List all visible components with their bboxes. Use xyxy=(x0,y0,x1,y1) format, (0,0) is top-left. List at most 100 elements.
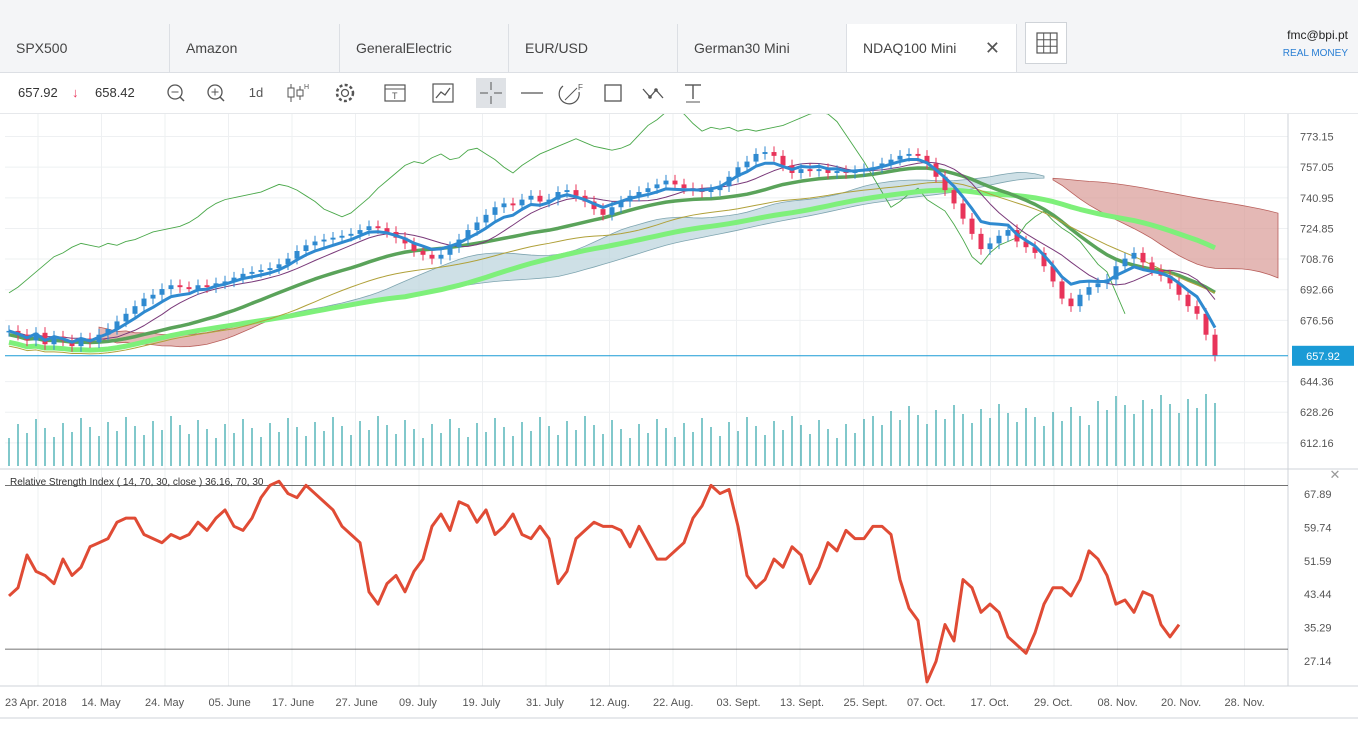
candle xyxy=(1023,241,1029,248)
grid-layout-button[interactable] xyxy=(1025,22,1067,64)
price-tick-label: 612.16 xyxy=(1300,438,1334,450)
candle xyxy=(1059,281,1065,299)
tab-label: GeneralElectric xyxy=(356,40,452,56)
last-price-label-bg xyxy=(1292,345,1354,366)
candle xyxy=(897,155,903,160)
chikou-line xyxy=(8,109,1126,314)
timeframe-button[interactable]: 1d xyxy=(248,85,264,100)
tab-label: SPX500 xyxy=(16,40,68,56)
chart-area[interactable]: 773.15 757.05 740.95 724.85 708.76 692.66 676.… xyxy=(0,109,1358,729)
candle xyxy=(42,332,48,345)
tab-amazon[interactable]: Amazon xyxy=(170,24,340,72)
fibonacci-button[interactable]: F xyxy=(557,78,587,108)
candle xyxy=(294,250,300,259)
candle xyxy=(771,152,777,156)
crosshair-icon xyxy=(480,82,502,104)
candle xyxy=(132,306,138,314)
candle xyxy=(906,153,912,156)
candle xyxy=(681,184,687,189)
rectangle-icon xyxy=(604,84,622,102)
candle xyxy=(1086,287,1092,295)
candle xyxy=(969,218,975,234)
svg-text:T: T xyxy=(392,91,398,101)
candle xyxy=(942,176,948,191)
candle xyxy=(402,237,408,244)
price-chart[interactable]: 773.15 757.05 740.95 724.85 708.76 692.66 676.… xyxy=(0,109,1358,729)
candle xyxy=(1005,230,1011,236)
candle xyxy=(411,243,417,251)
price-tick-label: 773.15 xyxy=(1300,132,1334,144)
candle xyxy=(1194,306,1200,314)
candle xyxy=(258,270,264,272)
candle xyxy=(249,271,255,274)
svg-text:H: H xyxy=(304,84,309,91)
close-icon[interactable]: ✕ xyxy=(1330,467,1341,482)
candle xyxy=(159,289,165,295)
candle xyxy=(960,203,966,219)
candle xyxy=(204,285,210,288)
rsi-tick-label: 35.29 xyxy=(1304,622,1332,634)
close-icon[interactable]: ✕ xyxy=(984,38,1000,58)
candle xyxy=(240,273,246,278)
svg-text:F: F xyxy=(578,83,583,92)
tab-label: German30 Mini xyxy=(694,40,790,56)
heikin-line xyxy=(8,157,1217,344)
candle xyxy=(546,199,552,202)
candle xyxy=(1176,283,1182,295)
settings-button[interactable] xyxy=(330,78,360,108)
chart-type-button[interactable]: H xyxy=(281,78,311,108)
candle xyxy=(285,258,291,265)
tab-eurusd[interactable]: EUR/USD xyxy=(509,24,678,72)
tab-spx500[interactable]: SPX500 xyxy=(0,24,170,72)
rectangle-button[interactable] xyxy=(598,78,628,108)
tab-ndaq100-mini[interactable]: NDAQ100 Mini ✕ xyxy=(847,24,1017,72)
candle xyxy=(168,285,174,290)
fibonacci-icon: F xyxy=(558,83,583,105)
candle xyxy=(501,203,507,208)
candle xyxy=(915,153,921,156)
zoom-out-button[interactable] xyxy=(161,78,191,108)
candle xyxy=(1041,252,1047,267)
candle xyxy=(807,169,813,172)
candlestick-icon: H xyxy=(287,84,309,102)
candle xyxy=(528,195,534,200)
candle xyxy=(1167,275,1173,284)
tab-label: Amazon xyxy=(186,40,238,56)
tab-generalelectric[interactable]: GeneralElectric xyxy=(340,24,509,72)
crosshair-button[interactable] xyxy=(476,78,506,108)
candle xyxy=(672,180,678,185)
date-tick-label: 24. May xyxy=(145,697,185,709)
text-tool-button[interactable] xyxy=(678,78,708,108)
candle xyxy=(573,190,579,196)
date-tick-label: 07. Oct. xyxy=(907,697,946,709)
candle xyxy=(150,294,156,299)
template-icon: T xyxy=(384,84,406,102)
text-tool-icon xyxy=(685,84,701,103)
trendline-button[interactable] xyxy=(638,78,668,108)
account-info[interactable]: fmc@bpi.pt REAL MONEY xyxy=(1283,28,1348,59)
candle xyxy=(951,190,957,204)
candle xyxy=(492,207,498,215)
template-button[interactable]: T xyxy=(380,78,410,108)
date-tick-label: 28. Nov. xyxy=(1225,697,1265,709)
tenkan-line xyxy=(8,161,1216,341)
zoom-in-button[interactable] xyxy=(201,78,231,108)
horizontal-line-button[interactable] xyxy=(517,78,547,108)
candle xyxy=(1149,262,1155,271)
candle xyxy=(177,285,183,288)
date-tick-label: 03. Sept. xyxy=(717,697,761,709)
candle xyxy=(312,241,318,246)
tab-german30-mini[interactable]: German30 Mini xyxy=(678,24,847,72)
candle xyxy=(1032,247,1038,253)
candle xyxy=(645,188,651,193)
candle xyxy=(1050,266,1056,282)
indicators-button[interactable] xyxy=(428,78,458,108)
down-arrow-icon: ↓ xyxy=(72,85,79,100)
rsi-tick-label: 27.14 xyxy=(1304,656,1332,668)
candle xyxy=(474,222,480,231)
date-tick-label: 17. Oct. xyxy=(971,697,1010,709)
rsi-tick-label: 51.59 xyxy=(1304,556,1332,568)
date-tick-label: 23 Apr. 2018 xyxy=(5,697,67,709)
candle xyxy=(1185,294,1191,307)
candle xyxy=(303,245,309,251)
